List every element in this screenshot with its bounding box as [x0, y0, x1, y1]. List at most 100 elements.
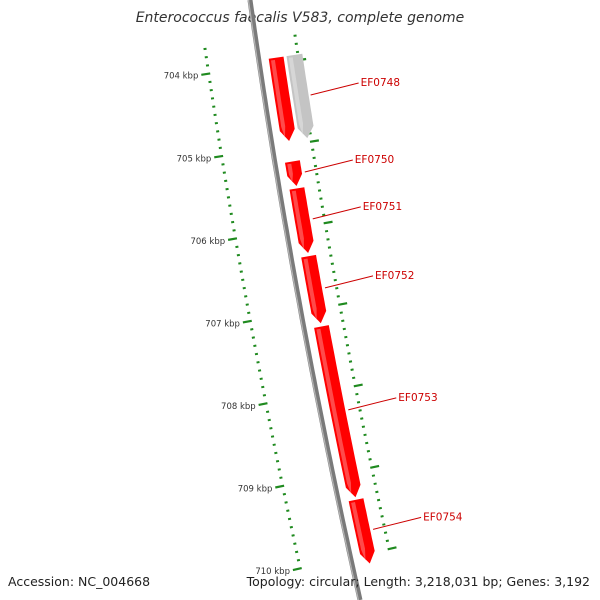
tick-inner	[326, 238, 330, 241]
tick-inner	[373, 482, 377, 486]
tick-inner	[323, 220, 333, 225]
tick-outer	[294, 550, 299, 554]
tick-inner	[363, 433, 367, 437]
tick-inner	[339, 311, 343, 314]
tick-outer	[289, 525, 293, 529]
tick-inner	[309, 139, 320, 143]
gene-label-EF0750: EF0750	[355, 154, 394, 166]
tick-outer	[267, 418, 271, 422]
leader-line-EF0754	[372, 516, 422, 530]
scale-label-709: 709 kbp	[238, 485, 273, 495]
tick-outer	[291, 534, 295, 537]
tick-outer	[293, 542, 297, 545]
gene-labels: EF0748 EF0750 EF0751 EF0752 EF0753 EF0754	[304, 77, 463, 530]
tick-inner	[368, 458, 372, 461]
tick-inner	[356, 401, 361, 404]
leader-line-EF0752	[324, 275, 374, 289]
kbp-scale-labels: 704 kbp 705 kbp 706 kbp 707 kbp 708 kbp 709 k…	[164, 72, 290, 577]
tick-inner	[338, 302, 348, 306]
tick-inner	[348, 360, 353, 363]
tick-outer	[228, 204, 232, 207]
tick-inner	[332, 270, 336, 274]
tick-inner	[371, 474, 376, 477]
leader-line-EF0751	[312, 206, 361, 220]
tick-outer	[238, 262, 242, 265]
tick-outer	[244, 295, 248, 298]
tick-outer	[214, 154, 224, 159]
tick-outer	[286, 509, 290, 512]
kbp-tick-marks-outer	[201, 47, 302, 572]
tick-inner	[322, 213, 326, 217]
gene-label-EF0753: EF0753	[398, 392, 437, 404]
tick-outer	[239, 270, 243, 273]
tick-inner	[387, 546, 397, 551]
gene-features	[268, 53, 375, 564]
accession-text: Accession: NC_004668	[8, 574, 151, 589]
gene-label-EF0751: EF0751	[363, 201, 402, 213]
tick-inner	[330, 262, 334, 266]
tick-inner	[329, 254, 333, 257]
tick-outer	[236, 253, 241, 257]
scale-label-704: 704 kbp	[164, 72, 199, 82]
gene-highlight-EF0753	[316, 328, 352, 494]
tick-outer	[201, 72, 211, 76]
scale-label-707: 707 kbp	[205, 319, 240, 329]
tick-outer	[253, 344, 257, 348]
tick-outer	[275, 484, 285, 489]
leader-line-EF0750	[304, 159, 353, 173]
tick-inner	[355, 392, 359, 396]
tick-inner	[370, 464, 380, 469]
tick-outer	[275, 459, 280, 463]
tick-outer	[279, 476, 283, 480]
leader-line-EF0748	[310, 82, 359, 96]
tick-inner	[375, 490, 379, 494]
tick-inner	[327, 246, 332, 249]
tick-outer	[247, 311, 251, 315]
tick-inner	[342, 327, 346, 331]
tick-outer	[284, 501, 288, 504]
scale-label-706: 706 kbp	[190, 237, 225, 247]
tick-outer	[287, 517, 292, 521]
gene-highlight-EF0750	[287, 163, 293, 183]
tick-inner	[366, 449, 371, 453]
tick-outer	[296, 558, 301, 562]
tick-outer	[232, 229, 236, 232]
tick-outer	[261, 385, 265, 389]
scale-label-705: 705 kbp	[177, 154, 212, 164]
tick-inner	[317, 189, 322, 192]
tick-outer	[250, 328, 254, 331]
tick-outer	[258, 402, 268, 407]
gene-label-EF0748: EF0748	[361, 77, 400, 89]
tick-outer	[272, 443, 276, 447]
tick-outer	[230, 220, 235, 224]
tick-outer	[235, 245, 239, 249]
tick-inner	[353, 383, 363, 388]
tick-outer	[269, 426, 273, 430]
tick-outer	[241, 278, 245, 282]
tick-inner	[333, 278, 337, 282]
gene-label-EF0754: EF0754	[423, 511, 463, 523]
tick-outer	[282, 492, 287, 496]
tick-inner	[335, 286, 339, 290]
backbone-line	[247, 0, 363, 600]
tick-outer	[257, 369, 262, 372]
gene-highlight-EF0752	[303, 258, 317, 320]
tick-inner	[383, 531, 388, 534]
map-title: Enterococcus faecalis V583, complete gen…	[136, 10, 465, 26]
tick-outer	[277, 468, 281, 471]
tick-outer	[274, 451, 278, 455]
tick-inner	[347, 352, 351, 355]
gene-label-EF0752: EF0752	[375, 270, 414, 282]
tick-outer	[262, 394, 267, 397]
tick-inner	[324, 229, 329, 233]
tick-outer	[292, 567, 302, 572]
tick-inner	[341, 319, 345, 323]
gene-highlight-EF0754	[351, 502, 366, 561]
tick-inner	[350, 368, 354, 371]
tick-inner	[376, 498, 381, 502]
tick-outer	[227, 237, 238, 241]
tick-inner	[385, 539, 390, 543]
tick-inner	[352, 376, 356, 380]
